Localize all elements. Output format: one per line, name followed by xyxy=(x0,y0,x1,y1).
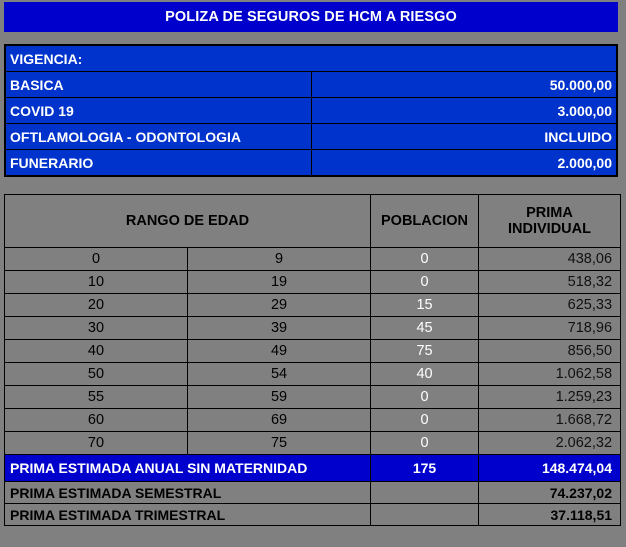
cell-poblacion: 0 xyxy=(370,431,480,455)
cell-poblacion: 45 xyxy=(370,316,480,340)
total-row-trimestral: PRIMA ESTIMADA TRIMESTRAL 37.118,51 xyxy=(3,503,622,526)
cell-poblacion: 0 xyxy=(370,270,480,294)
cell-age-to: 39 xyxy=(186,316,372,340)
total-label-trimestral: PRIMA ESTIMADA TRIMESTRAL xyxy=(3,503,372,526)
vigencia-table: VIGENCIA: BASICA 50.000,00 COVID 19 3.00… xyxy=(5,45,617,176)
cell-age-to: 69 xyxy=(186,408,372,432)
cell-prima: 718,96 xyxy=(478,316,622,340)
vigencia-heading-row: VIGENCIA: xyxy=(5,45,617,72)
cell-age-from: 50 xyxy=(4,362,188,386)
cell-age-to: 75 xyxy=(186,431,372,455)
header-prima-line2: INDIVIDUAL xyxy=(508,221,591,237)
vigencia-value-basica: 50.000,00 xyxy=(310,71,617,98)
cell-age-to: 59 xyxy=(186,385,372,409)
cell-age-from: 0 xyxy=(4,247,188,271)
total-label-semestral: PRIMA ESTIMADA SEMESTRAL xyxy=(3,481,372,504)
table-row: 55 59 0 1.259,23 xyxy=(4,385,622,409)
table-row: 30 39 45 718,96 xyxy=(4,316,622,340)
cell-age-from: 70 xyxy=(4,431,188,455)
table-row: 60 69 0 1.668,72 xyxy=(4,408,622,432)
total-row-anual: PRIMA ESTIMADA ANUAL SIN MATERNIDAD 175 … xyxy=(3,454,622,482)
cell-age-to: 49 xyxy=(186,339,372,363)
cell-age-from: 10 xyxy=(4,270,188,294)
cell-poblacion: 40 xyxy=(370,362,480,386)
cell-prima: 1.062,58 xyxy=(478,362,622,386)
cell-age-from: 40 xyxy=(4,339,188,363)
header-prima-line1: PRIMA xyxy=(526,205,573,221)
table-row: 0 9 0 438,06 xyxy=(4,247,622,271)
total-value-anual: 148.474,04 xyxy=(478,454,622,482)
table-row: 20 29 15 625,33 xyxy=(4,293,622,317)
header-rango-de-edad: RANGO DE EDAD xyxy=(3,194,372,248)
table-row: 50 54 40 1.062,58 xyxy=(4,362,622,386)
vigencia-value-funerario: 2.000,00 xyxy=(310,149,617,176)
cell-age-from: 60 xyxy=(4,408,188,432)
vigencia-value-oftalmologia: INCLUIDO xyxy=(310,123,617,150)
cell-prima: 2.062,32 xyxy=(478,431,622,455)
cell-prima: 1.668,72 xyxy=(478,408,622,432)
cell-prima: 1.259,23 xyxy=(478,385,622,409)
total-blank-trimestral xyxy=(370,503,480,526)
vigencia-label-funerario: FUNERARIO xyxy=(5,149,312,176)
cell-age-to: 19 xyxy=(186,270,372,294)
cell-age-from: 30 xyxy=(4,316,188,340)
vigencia-row-basica: BASICA 50.000,00 xyxy=(5,71,617,98)
cell-poblacion: 0 xyxy=(370,385,480,409)
vigencia-row-funerario: FUNERARIO 2.000,00 xyxy=(5,149,617,176)
table-row: 40 49 75 856,50 xyxy=(4,339,622,363)
table-row: 10 19 0 518,32 xyxy=(4,270,622,294)
vigencia-value-covid: 3.000,00 xyxy=(310,97,617,124)
age-premium-table: RANGO DE EDAD POBLACION PRIMA INDIVIDUAL… xyxy=(3,194,622,526)
total-blank-semestral xyxy=(370,481,480,504)
header-poblacion: POBLACION xyxy=(370,194,480,248)
cell-prima: 438,06 xyxy=(478,247,622,271)
cell-age-to: 9 xyxy=(186,247,372,271)
cell-age-to: 29 xyxy=(186,293,372,317)
header-prima-individual: PRIMA INDIVIDUAL xyxy=(478,194,622,248)
total-value-semestral: 74.237,02 xyxy=(478,481,622,504)
vigencia-label-oftalmologia: OFTLAMOLOGIA - ODONTOLOGIA xyxy=(5,123,312,150)
document-title: POLIZA DE SEGUROS DE HCM A RIESGO xyxy=(4,2,618,32)
vigencia-block: VIGENCIA: BASICA 50.000,00 COVID 19 3.00… xyxy=(4,44,618,177)
cell-poblacion: 0 xyxy=(370,247,480,271)
cell-age-from: 55 xyxy=(4,385,188,409)
cell-poblacion: 0 xyxy=(370,408,480,432)
vigencia-label-covid: COVID 19 xyxy=(5,97,312,124)
vigencia-row-oftalmologia: OFTLAMOLOGIA - ODONTOLOGIA INCLUIDO xyxy=(5,123,617,150)
cell-age-to: 54 xyxy=(186,362,372,386)
table-row: 70 75 0 2.062,32 xyxy=(4,431,622,455)
vigencia-row-covid: COVID 19 3.000,00 xyxy=(5,97,617,124)
cell-prima: 856,50 xyxy=(478,339,622,363)
cell-prima: 518,32 xyxy=(478,270,622,294)
total-label-anual: PRIMA ESTIMADA ANUAL SIN MATERNIDAD xyxy=(3,454,372,482)
cell-age-from: 20 xyxy=(4,293,188,317)
vigencia-label-basica: BASICA xyxy=(5,71,312,98)
total-poblacion: 175 xyxy=(370,454,480,482)
vigencia-heading: VIGENCIA: xyxy=(5,45,617,72)
table-header-row: RANGO DE EDAD POBLACION PRIMA INDIVIDUAL xyxy=(3,194,622,248)
total-value-trimestral: 37.118,51 xyxy=(478,503,622,526)
total-row-semestral: PRIMA ESTIMADA SEMESTRAL 74.237,02 xyxy=(3,481,622,504)
cell-poblacion: 75 xyxy=(370,339,480,363)
cell-prima: 625,33 xyxy=(478,293,622,317)
cell-poblacion: 15 xyxy=(370,293,480,317)
